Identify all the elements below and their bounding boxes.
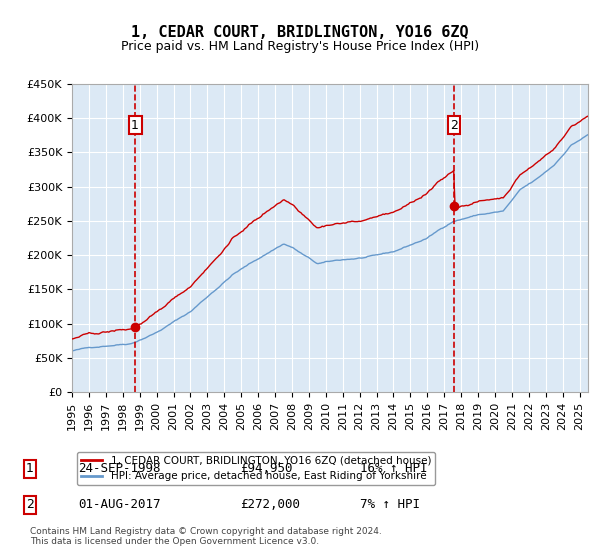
Text: 01-AUG-2017: 01-AUG-2017 [78,498,161,511]
Text: 1: 1 [131,119,139,132]
Text: £94,950: £94,950 [240,462,293,475]
Text: Price paid vs. HM Land Registry's House Price Index (HPI): Price paid vs. HM Land Registry's House … [121,40,479,53]
Text: 24-SEP-1998: 24-SEP-1998 [78,462,161,475]
Legend: 1, CEDAR COURT, BRIDLINGTON, YO16 6ZQ (detached house), HPI: Average price, deta: 1, CEDAR COURT, BRIDLINGTON, YO16 6ZQ (d… [77,452,435,486]
Text: Contains HM Land Registry data © Crown copyright and database right 2024.
This d: Contains HM Land Registry data © Crown c… [30,526,382,546]
Text: £272,000: £272,000 [240,498,300,511]
Text: 2: 2 [450,119,458,132]
Text: 7% ↑ HPI: 7% ↑ HPI [360,498,420,511]
Text: 2: 2 [26,498,34,511]
Text: 1: 1 [26,462,34,475]
Text: 16% ↑ HPI: 16% ↑ HPI [360,462,427,475]
Text: 1, CEDAR COURT, BRIDLINGTON, YO16 6ZQ: 1, CEDAR COURT, BRIDLINGTON, YO16 6ZQ [131,25,469,40]
